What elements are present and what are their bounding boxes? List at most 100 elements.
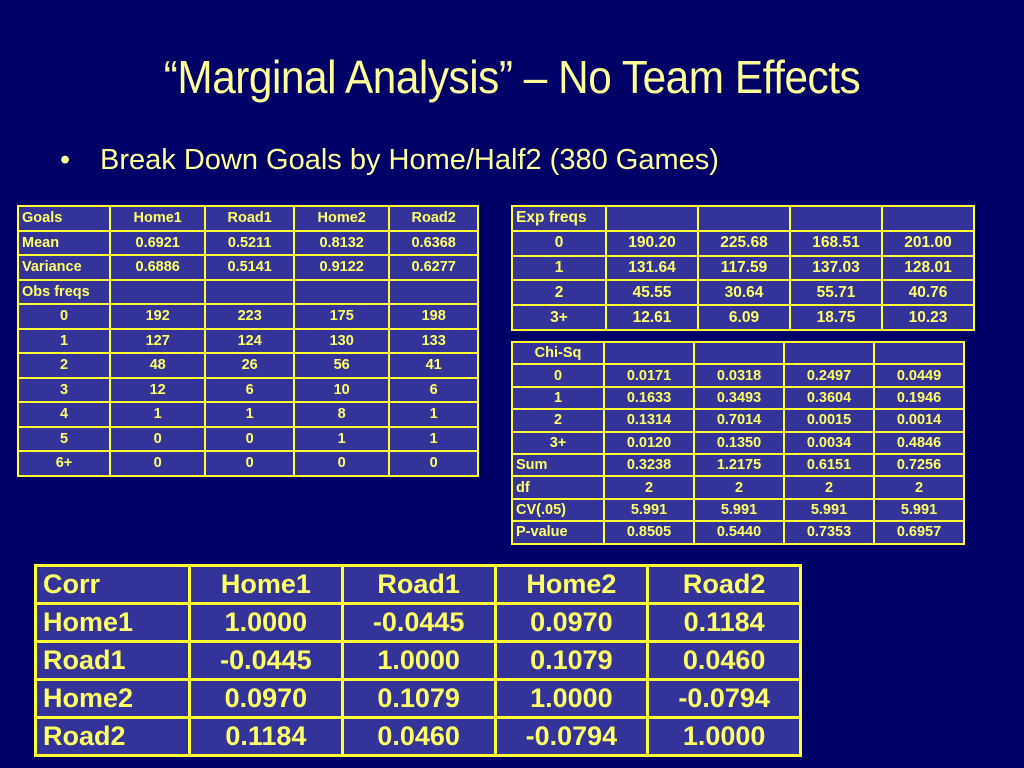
table-cell: 1.0000 <box>188 602 344 643</box>
table-cell: 0.6277 <box>388 254 479 281</box>
table-cell: 40.76 <box>881 279 975 307</box>
header-cell <box>789 205 883 232</box>
table-cell: 0.7353 <box>783 520 875 545</box>
table-cell: 0.1184 <box>188 716 344 757</box>
table-row: Home2 0.0970 0.1079 1.0000 -0.0794 <box>34 678 802 719</box>
row-label-cell: 6+ <box>17 450 111 477</box>
table-cell: 0.4846 <box>873 430 965 455</box>
table-cell: 0.6368 <box>388 229 479 256</box>
table-row: 0 192 223 175 198 <box>17 303 479 330</box>
row-label-cell: 1 <box>17 327 111 354</box>
row-label-cell: Road1 <box>34 640 191 681</box>
table-row: 3+ 12.61 6.09 18.75 10.23 <box>511 304 975 331</box>
table-cell: 0.5440 <box>693 520 785 545</box>
table-cell: 2 <box>783 475 875 500</box>
table-cell: 0.1633 <box>603 385 695 411</box>
table-cell: 12 <box>108 376 207 403</box>
table-cell: 0.1350 <box>693 430 785 455</box>
header-cell <box>881 205 975 232</box>
table-cell: 131.64 <box>605 254 699 282</box>
row-label-cell: 4 <box>17 401 111 428</box>
table-cell: 10 <box>292 376 391 403</box>
table-cell: 18.75 <box>789 304 883 331</box>
table-cell: 55.71 <box>789 279 883 307</box>
table-cell: 0.7014 <box>693 408 785 433</box>
header-cell: Exp freqs <box>511 205 607 232</box>
row-label-cell: 2 <box>17 352 111 379</box>
header-cell: Home1 <box>108 205 207 232</box>
table-cell: 0.3238 <box>603 452 695 478</box>
table-cell: 0.1184 <box>646 602 802 643</box>
header-cell <box>605 205 699 232</box>
table-cell: -0.0445 <box>188 640 344 681</box>
table-cell: 0.2497 <box>783 363 875 388</box>
row-label-cell: 3+ <box>511 304 607 331</box>
table-cell: 190.20 <box>605 229 699 257</box>
table-cell: 2 <box>693 475 785 500</box>
expected-frequencies-table: Exp freqs 0 190.20 225.68 168.51 201.00 1 131.6… <box>511 205 975 331</box>
header-cell: Home2 <box>292 205 391 232</box>
table-cell: 5.991 <box>873 497 965 523</box>
row-label-cell: 2 <box>511 279 607 307</box>
row-label-cell: 0 <box>17 303 111 330</box>
table-cell: 0 <box>292 450 391 477</box>
table-cell: 1.0000 <box>493 678 650 719</box>
header-cell: Road1 <box>204 205 295 232</box>
table-cell: 0.7256 <box>873 452 965 478</box>
table-cell: 117.59 <box>697 254 791 282</box>
table-cell: 6.09 <box>697 304 791 331</box>
header-cell: Road2 <box>646 564 802 605</box>
row-label-cell: Mean <box>17 229 111 256</box>
table-cell: 124 <box>204 327 295 354</box>
table-cell: 26 <box>204 352 295 379</box>
table-row: 3 12 6 10 6 <box>17 376 479 403</box>
table-cell: 0.6151 <box>783 452 875 478</box>
table-row: Sum 0.3238 1.2175 0.6151 0.7256 <box>511 452 965 478</box>
table-cell: 0.0171 <box>603 363 695 388</box>
row-label-cell: 1 <box>511 254 607 282</box>
table-cell: 0.0460 <box>340 716 497 757</box>
table-row: 1 0.1633 0.3493 0.3604 0.1946 <box>511 385 965 411</box>
table-cell: 1 <box>388 401 479 428</box>
header-cell: Home2 <box>493 564 650 605</box>
header-cell: Home1 <box>188 564 344 605</box>
table-cell: 128.01 <box>881 254 975 282</box>
table-cell: 0.0449 <box>873 363 965 388</box>
table-cell: 0 <box>108 450 207 477</box>
table-row: 3+ 0.0120 0.1350 0.0034 0.4846 <box>511 430 965 455</box>
table-cell: 0.0014 <box>873 408 965 433</box>
table-cell: 0.8132 <box>292 229 391 256</box>
table-cell: 0.1314 <box>603 408 695 433</box>
table-cell <box>292 278 391 305</box>
row-label-cell: 1 <box>511 385 605 411</box>
row-label-cell: 2 <box>511 408 605 433</box>
table-cell <box>204 278 295 305</box>
table-cell: 0 <box>388 450 479 477</box>
table-row: 1 131.64 117.59 137.03 128.01 <box>511 254 975 282</box>
row-label-cell: 0 <box>511 363 605 388</box>
table-cell: 41 <box>388 352 479 379</box>
table-row: CV(.05) 5.991 5.991 5.991 5.991 <box>511 497 965 523</box>
table-cell: 127 <box>108 327 207 354</box>
header-cell <box>783 340 875 366</box>
table-cell: 0.0015 <box>783 408 875 433</box>
table-row: 2 0.1314 0.7014 0.0015 0.0014 <box>511 408 965 433</box>
table-cell: 30.64 <box>697 279 791 307</box>
header-cell: Chi-Sq <box>511 340 605 366</box>
table-header-row: Exp freqs <box>511 205 975 232</box>
table-cell: 5.991 <box>783 497 875 523</box>
table-cell: 0 <box>204 450 295 477</box>
table-row: 1 127 124 130 133 <box>17 327 479 354</box>
header-cell: Road2 <box>388 205 479 232</box>
table-row: Mean 0.6921 0.5211 0.8132 0.6368 <box>17 229 479 256</box>
table-row: 0 190.20 225.68 168.51 201.00 <box>511 229 975 257</box>
table-cell: 225.68 <box>697 229 791 257</box>
table-cell: 1 <box>388 425 479 452</box>
row-label-cell: 5 <box>17 425 111 452</box>
table-cell: 0 <box>204 425 295 452</box>
table-cell: 0.6921 <box>108 229 207 256</box>
table-cell: 0.1946 <box>873 385 965 411</box>
header-cell: Road1 <box>340 564 497 605</box>
table-cell: 5.991 <box>603 497 695 523</box>
